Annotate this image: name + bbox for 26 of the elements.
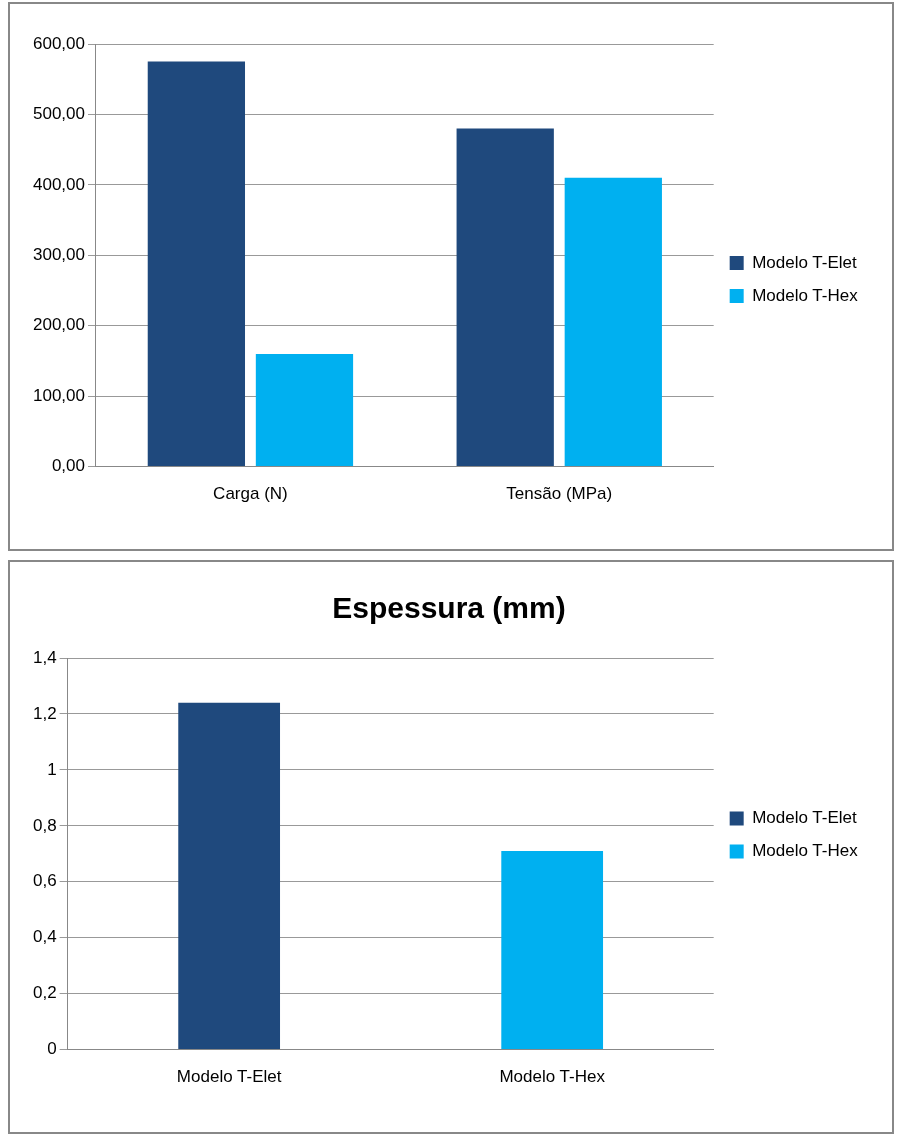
y-tick-label: 200,00: [33, 315, 85, 335]
y-tick-label: 0,4: [32, 927, 57, 947]
legend-label: Modelo T-Hex: [752, 285, 859, 305]
x-tick-label: Carga (N): [213, 484, 288, 504]
y-tick-label: 0,00: [51, 456, 85, 476]
y-tick-label: 400,00: [33, 174, 85, 194]
y-tick-label: 0,6: [32, 871, 57, 891]
bar: [456, 128, 554, 467]
y-tick-label: 0: [47, 1039, 57, 1059]
y-tick-label: 100,00: [33, 385, 85, 405]
bar: [147, 61, 246, 467]
y-tick-label: 300,00: [33, 244, 85, 264]
y-tick-label: 0,2: [32, 983, 57, 1003]
y-tick-label: 1,4: [32, 647, 57, 667]
y-tick-label: 500,00: [33, 104, 85, 124]
y-tick-label: 0,8: [32, 815, 57, 835]
legend-label: Modelo T-Elet: [752, 252, 858, 272]
y-tick-label: 1,2: [32, 703, 57, 723]
x-tick-label: Tensão (MPa): [506, 484, 613, 504]
bar: [255, 353, 354, 467]
chart-title: Espessura (mm): [332, 591, 566, 625]
legend-label: Modelo T-Hex: [752, 841, 859, 861]
bar: [564, 177, 662, 467]
y-tick-label: 1: [47, 759, 57, 779]
y-tick-label: 600,00: [33, 33, 85, 53]
legend-label: Modelo T-Elet: [752, 808, 858, 828]
